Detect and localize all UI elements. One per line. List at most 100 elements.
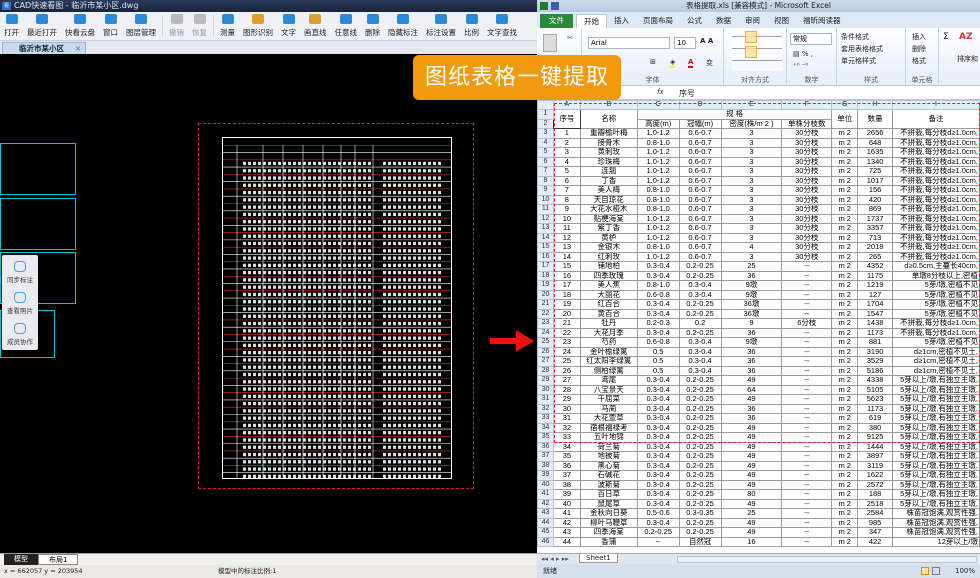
cell[interactable]: 49 (720, 422, 783, 433)
cell[interactable]: 4352 (857, 261, 893, 272)
cell[interactable]: 39 (552, 489, 581, 500)
cell[interactable]: m 2 (831, 204, 859, 215)
row-header[interactable]: 32 (537, 403, 554, 414)
cell[interactable]: -- (781, 422, 833, 433)
cell[interactable]: 0.6-0.7 (678, 128, 722, 139)
cell[interactable]: 不拼栽,每分枝d≥1.0cm, (892, 194, 980, 205)
sort-icon[interactable]: AZ (959, 32, 973, 42)
ribbon-tab[interactable]: 公式 (687, 16, 702, 25)
font-name-select[interactable]: Arial (588, 37, 670, 49)
toolbar-button[interactable]: 测量 (216, 12, 239, 40)
row-header[interactable]: 33 (537, 413, 554, 424)
cell[interactable]: 156 (857, 185, 893, 196)
cell[interactable]: 马蔺 (579, 403, 638, 414)
cell[interactable]: 31 (552, 413, 581, 424)
formula-input[interactable]: 序号 (679, 89, 695, 98)
cell[interactable]: 大花水桠木 (579, 204, 638, 215)
cell[interactable]: 1.0-1.2 (636, 213, 680, 224)
cell[interactable]: -- (781, 470, 833, 481)
row-header[interactable]: 12 (537, 213, 554, 224)
cell[interactable]: 619 (857, 413, 893, 424)
row-header[interactable]: 30 (537, 384, 554, 395)
cell[interactable]: 0.3-0.4 (636, 375, 680, 386)
cell[interactable]: -- (781, 394, 833, 405)
column-header[interactable]: D (678, 100, 722, 110)
border-icon[interactable]: ⊞ (650, 58, 656, 66)
cell[interactable]: 金秋向日葵 (579, 508, 638, 519)
cell[interactable]: 1622 (857, 470, 893, 481)
cell[interactable]: 7 (552, 185, 581, 196)
cell[interactable]: 大花月季 (579, 327, 638, 338)
cell[interactable]: 3 (720, 194, 783, 205)
cell[interactable]: 0.5-0.6 (636, 508, 680, 519)
cell[interactable]: 5芽以上/墩,有独立主墩, (892, 451, 980, 462)
cell[interactable]: 0.6-0.7 (678, 251, 722, 262)
toolbar-button[interactable]: 图形识别 (239, 12, 277, 40)
cell[interactable]: 33 (552, 432, 581, 443)
column-header[interactable]: B (579, 100, 638, 110)
cell[interactable]: 30分枝 (781, 242, 833, 253)
cell[interactable]: m 2 (831, 280, 859, 291)
cell-styles-button[interactable]: 单元格样式 (841, 57, 876, 65)
ribbon-tab[interactable]: 审阅 (745, 16, 760, 25)
cell[interactable]: 9墩 (720, 337, 783, 348)
row-header[interactable]: 37 (537, 451, 554, 462)
cell[interactable]: 不拼栽,每分枝d≥1.0cm, (892, 137, 980, 148)
cell[interactable]: 42 (552, 517, 581, 528)
document-tab[interactable]: 临沂市某小区 × (2, 42, 86, 54)
cell[interactable]: 单墩8分枝以上,密植 (892, 270, 980, 281)
drawing-thumbnail[interactable] (0, 143, 76, 195)
cell[interactable]: 0.6-0.7 (678, 166, 722, 177)
tab-model[interactable]: 模型 (4, 554, 38, 565)
cell[interactable]: 16 (552, 270, 581, 281)
number-format-select[interactable]: 常规 (790, 33, 832, 45)
cell[interactable]: 30分枝 (781, 147, 833, 158)
cell[interactable]: 0.3-0.4 (636, 384, 680, 395)
delete-button[interactable]: 删除 (912, 45, 926, 53)
cell[interactable]: 5 (552, 166, 581, 177)
cell[interactable]: 1.0-1.2 (636, 147, 680, 158)
cell[interactable]: 0.6-0.8 (636, 337, 680, 348)
cell[interactable]: 28 (552, 384, 581, 395)
cell[interactable]: 0.6-0.8 (636, 289, 680, 300)
cell[interactable]: 0.2-0.25 (678, 403, 722, 414)
cell[interactable]: d≥1cm,密植不见土, (892, 356, 980, 367)
row-header[interactable]: 3 (537, 128, 554, 139)
cell[interactable]: 44 (552, 536, 581, 547)
members-button[interactable]: 成员协作 (2, 317, 38, 348)
cell[interactable]: 波斯菊 (579, 479, 638, 490)
cell[interactable]: 3 (720, 185, 783, 196)
cell[interactable]: 0.3-0.4 (636, 441, 680, 452)
cell[interactable]: m 2 (831, 318, 859, 329)
cell[interactable]: 3 (720, 147, 783, 158)
cell[interactable]: m 2 (831, 251, 859, 262)
row-header[interactable]: 20 (537, 289, 554, 300)
cell[interactable]: 0.2-0.25 (678, 517, 722, 528)
cell[interactable]: 30分枝 (781, 175, 833, 186)
cell[interactable]: 34 (552, 441, 581, 452)
cell[interactable]: 八宝景天 (579, 384, 638, 395)
toolbar-button[interactable]: 任意线 (331, 12, 362, 40)
cell[interactable]: m 2 (831, 308, 859, 319)
cell[interactable]: 1.0-1.2 (636, 166, 680, 177)
row-header[interactable]: 8 (537, 175, 554, 186)
cell[interactable]: -- (781, 337, 833, 348)
row-header[interactable]: 24 (537, 327, 554, 338)
cell[interactable]: 0.3-0.4 (636, 498, 680, 509)
cell[interactable]: 2 (552, 137, 581, 148)
row-header[interactable]: 45 (537, 527, 554, 538)
cell[interactable]: 红太阳李绿篱 (579, 356, 638, 367)
cell[interactable]: 不拼栽,每分枝d≥1.0cm, (892, 251, 980, 262)
cell[interactable]: 0.5 (636, 356, 680, 367)
row-header[interactable]: 22 (537, 308, 554, 319)
cell[interactable]: m 2 (831, 422, 859, 433)
cell[interactable]: m 2 (831, 441, 859, 452)
cell[interactable]: 0.8-1.0 (636, 242, 680, 253)
cell[interactable]: 1017 (857, 175, 893, 186)
cell[interactable]: 鸢尾 (579, 375, 638, 386)
cell[interactable]: 丁香 (579, 175, 638, 186)
cell[interactable]: m 2 (831, 394, 859, 405)
cell[interactable]: m 2 (831, 166, 859, 177)
row-header[interactable]: 46 (537, 536, 554, 547)
cell[interactable]: 1340 (857, 156, 893, 167)
